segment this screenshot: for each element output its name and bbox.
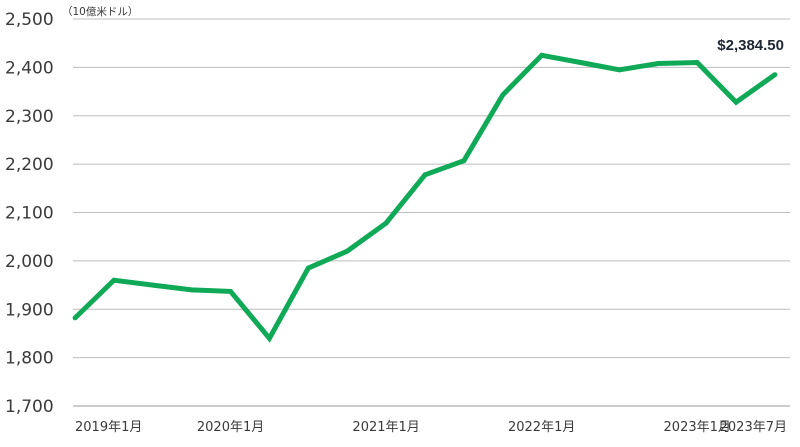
y-tick-label: 1,900 [5, 300, 54, 320]
data-point [617, 67, 622, 73]
x-tick-label: 2019年1月 [75, 420, 142, 435]
y-tick-label: 2,300 [5, 107, 54, 127]
data-point [578, 60, 583, 65]
x-axis: 2019年1月 2020年1月 2021年1月 2022年1月 2023年1月2023年… [75, 420, 787, 435]
x-tick-label: 2022年1月 [508, 420, 575, 435]
y-tick-label: 2,200 [5, 155, 54, 175]
data-point [383, 220, 389, 226]
data-point [461, 158, 467, 164]
grid [73, 18, 790, 407]
data-point [72, 315, 78, 321]
y-tick-label: 2,400 [5, 58, 54, 78]
y-tick-label: 2,000 [5, 252, 54, 272]
y-tick-label: 1,700 [5, 397, 54, 417]
data-point [772, 72, 778, 78]
series-line [73, 52, 777, 343]
data-point [267, 335, 272, 341]
unit-label: （10億米ドル） [62, 5, 138, 18]
data-point [539, 52, 545, 58]
end-value-label: $2,384.50 [717, 37, 784, 54]
data-point [150, 282, 156, 288]
y-tick-label: 1,800 [5, 349, 54, 369]
data-point [500, 92, 506, 98]
y-tick-label: 2,500 [5, 10, 54, 30]
data-point [694, 60, 700, 65]
data-point [189, 287, 195, 293]
x-tick-label: 2021年1月 [352, 420, 419, 435]
y-tick-label: 2,100 [5, 204, 54, 224]
data-point [305, 265, 311, 271]
series-group [72, 52, 778, 343]
data-point [733, 99, 739, 105]
data-point [228, 288, 233, 294]
x-tick-label: 2023年7月 [720, 420, 787, 435]
x-tick-label: 2020年1月 [197, 420, 264, 435]
data-point [111, 277, 117, 283]
data-point [422, 172, 428, 178]
y-axis: 1,700 1,800 1,900 2,000 2,100 2,200 2,300 2,400… [5, 10, 54, 417]
data-point [344, 248, 350, 254]
x-tick-label: 2023年1月 [664, 420, 731, 435]
data-point [655, 61, 661, 66]
